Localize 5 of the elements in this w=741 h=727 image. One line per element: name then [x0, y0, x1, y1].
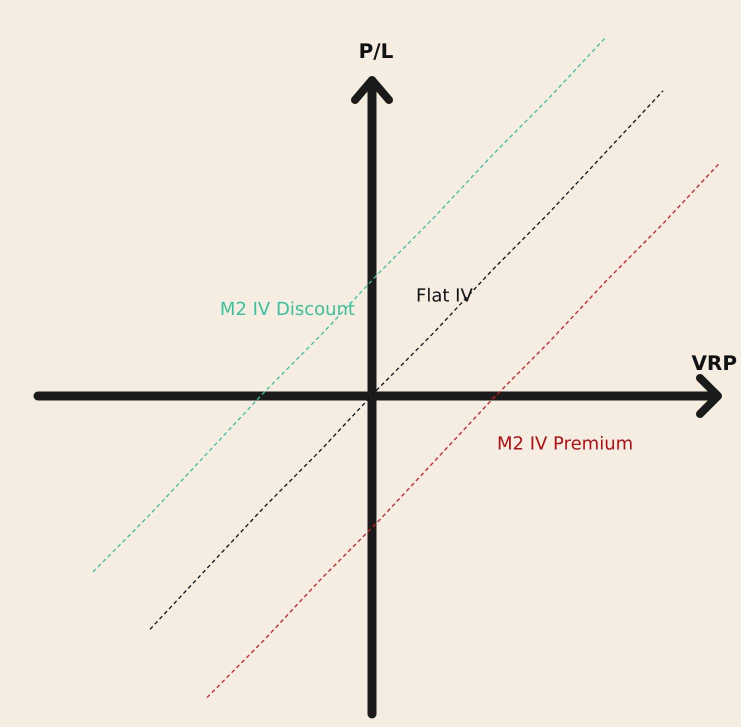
y-axis-title: P/L [358, 39, 394, 63]
series-label: M2 IV Discount [220, 298, 355, 320]
series-label: Flat IV [416, 285, 474, 306]
x-axis-title: VRP [691, 351, 737, 375]
series-label: M2 IV Premium [497, 434, 634, 455]
